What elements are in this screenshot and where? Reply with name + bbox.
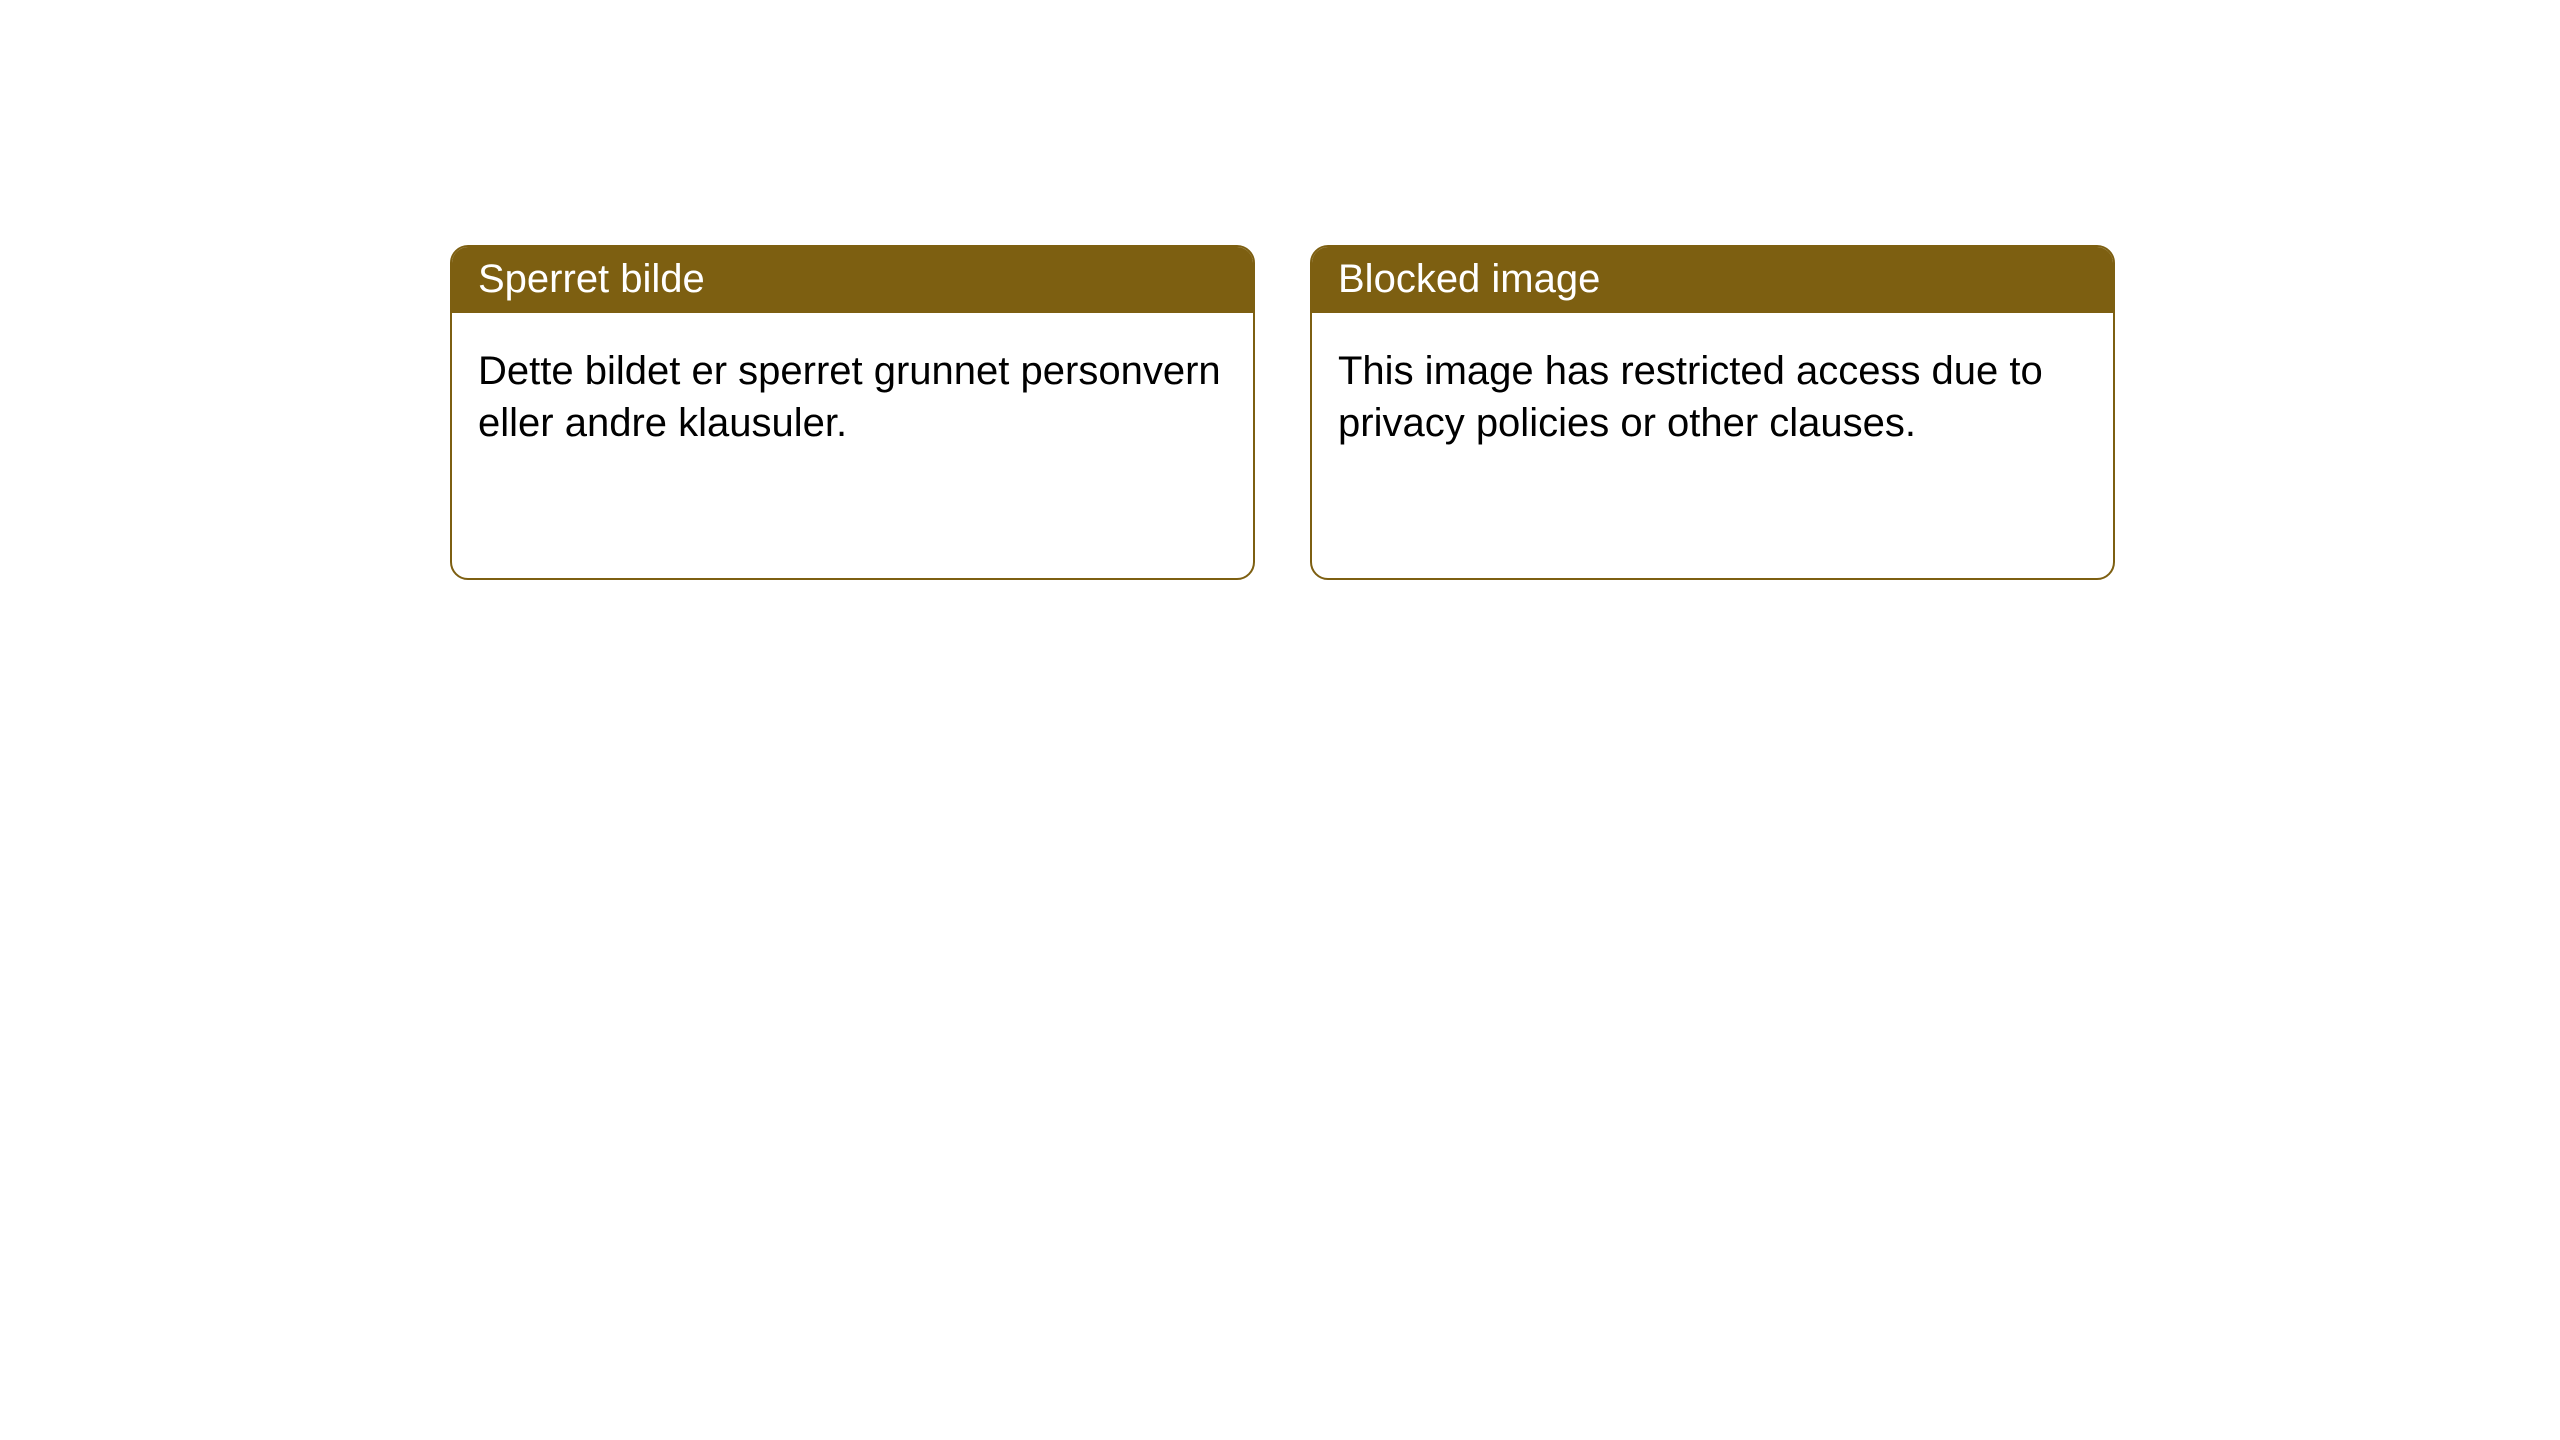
notice-card-english: Blocked image This image has restricted … (1310, 245, 2115, 580)
notice-card-norwegian: Sperret bilde Dette bildet er sperret gr… (450, 245, 1255, 580)
notice-title-english: Blocked image (1312, 247, 2113, 313)
notice-title-norwegian: Sperret bilde (452, 247, 1253, 313)
notice-body-english: This image has restricted access due to … (1312, 313, 2113, 481)
notice-container: Sperret bilde Dette bildet er sperret gr… (450, 245, 2115, 580)
notice-body-norwegian: Dette bildet er sperret grunnet personve… (452, 313, 1253, 481)
